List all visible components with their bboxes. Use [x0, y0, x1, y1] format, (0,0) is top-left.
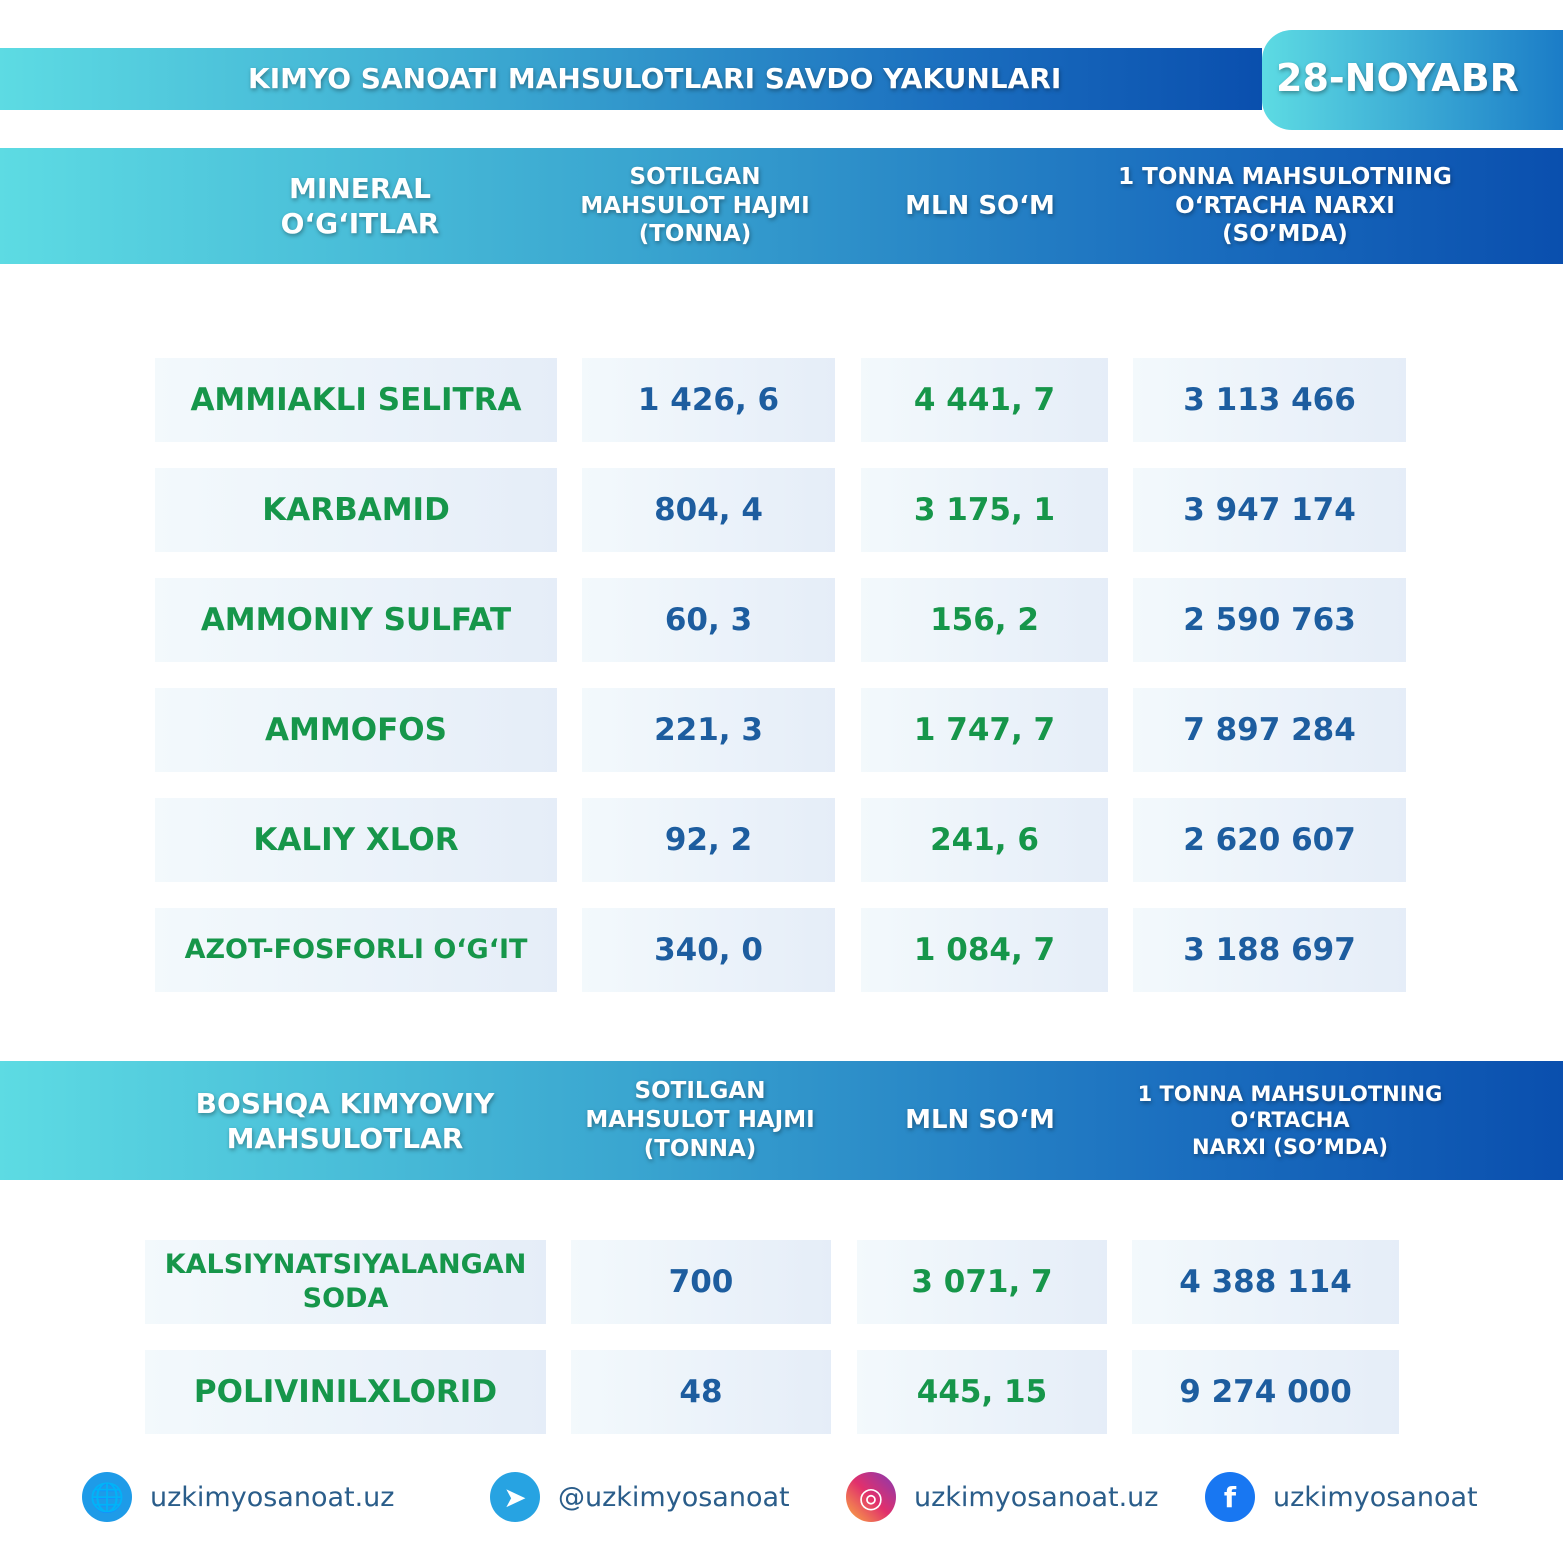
value-cell: 4 441, 7: [861, 358, 1108, 442]
date-badge: 28-NOYABR: [1262, 30, 1563, 130]
product-name-cell: KALIY XLOR: [155, 798, 557, 882]
title-bar: KIMYO SANOATI MAHSULOTLARI SAVDO YAKUNLA…: [0, 48, 1262, 110]
footer-link-text: uzkimyosanoat.uz: [914, 1481, 1159, 1513]
value-cell: 9 274 000: [1132, 1350, 1399, 1434]
product-name-cell: AZOT-FOSFORLI O‘G‘IT: [155, 908, 557, 992]
value-cell: 3 113 466: [1133, 358, 1406, 442]
footer-link-text: uzkimyosanoat: [1273, 1481, 1478, 1513]
product-name-cell: KALSIYNATSIYALANGAN SODA: [145, 1240, 546, 1324]
value-cell: 804, 4: [582, 468, 835, 552]
value-cell: 92, 2: [582, 798, 835, 882]
table2-column-header: SOTILGAN MAHSULOT HAJMI (TONNA): [585, 1078, 815, 1162]
product-name-cell: AMMONIY SULFAT: [155, 578, 557, 662]
value-cell: 156, 2: [861, 578, 1108, 662]
table2-column-header: MLN SO‘M: [905, 1105, 1055, 1136]
globe-icon: 🌐: [82, 1472, 132, 1522]
value-cell: 221, 3: [582, 688, 835, 772]
footer-link-telegram[interactable]: ➤ @uzkimyosanoat: [490, 1472, 790, 1522]
value-cell: 3 947 174: [1133, 468, 1406, 552]
footer-link-instagram[interactable]: ◎ uzkimyosanoat.uz: [846, 1472, 1158, 1522]
value-cell: 1 747, 7: [861, 688, 1108, 772]
value-cell: 445, 15: [857, 1350, 1107, 1434]
table1-column-header: SOTILGAN MAHSULOT HAJMI (TONNA): [580, 163, 810, 248]
table1-column-header: MINERAL O‘G‘ITLAR: [280, 172, 440, 240]
value-cell: 2 620 607: [1133, 798, 1406, 882]
footer-link-globe[interactable]: 🌐 uzkimyosanoat.uz: [82, 1472, 394, 1522]
value-cell: 3 071, 7: [857, 1240, 1107, 1324]
value-cell: 340, 0: [582, 908, 835, 992]
value-cell: 241, 6: [861, 798, 1108, 882]
value-cell: 4 388 114: [1132, 1240, 1399, 1324]
date-text: 28-NOYABR: [1276, 56, 1519, 100]
table1-column-header: 1 TONNA MAHSULOTNING O‘RTACHA NARXI (SO’…: [1118, 163, 1452, 248]
footer-link-text: @uzkimyosanoat: [558, 1481, 790, 1513]
telegram-icon: ➤: [490, 1472, 540, 1522]
product-name-cell: POLIVINILXLORID: [145, 1350, 546, 1434]
footer-link-text: uzkimyosanoat.uz: [150, 1481, 395, 1513]
page-title: KIMYO SANOATI MAHSULOTLARI SAVDO YAKUNLA…: [248, 62, 1062, 95]
value-cell: 2 590 763: [1133, 578, 1406, 662]
facebook-icon: f: [1205, 1472, 1255, 1522]
footer-link-facebook[interactable]: f uzkimyosanoat: [1205, 1472, 1478, 1522]
table1-column-header: MLN SO‘M: [905, 190, 1055, 221]
value-cell: 3 175, 1: [861, 468, 1108, 552]
product-name-cell: KARBAMID: [155, 468, 557, 552]
product-name-cell: AMMOFOS: [155, 688, 557, 772]
value-cell: 1 426, 6: [582, 358, 835, 442]
table2-column-header: BOSHQA KIMYOVIY MAHSULOTLAR: [195, 1086, 495, 1155]
table1-header: MINERAL O‘G‘ITLAR SOTILGAN MAHSULOT HAJMI…: [0, 148, 1563, 264]
value-cell: 3 188 697: [1133, 908, 1406, 992]
value-cell: 60, 3: [582, 578, 835, 662]
value-cell: 1 084, 7: [861, 908, 1108, 992]
table2-column-header: 1 TONNA MAHSULOTNING O‘RTACHA NARXI (SO’…: [1137, 1082, 1443, 1159]
instagram-icon: ◎: [846, 1472, 896, 1522]
value-cell: 7 897 284: [1133, 688, 1406, 772]
product-name-cell: AMMIAKLI SELITRA: [155, 358, 557, 442]
table2-header: BOSHQA KIMYOVIY MAHSULOTLAR SOTILGAN MAHS…: [0, 1061, 1563, 1180]
value-cell: 700: [571, 1240, 831, 1324]
value-cell: 48: [571, 1350, 831, 1434]
